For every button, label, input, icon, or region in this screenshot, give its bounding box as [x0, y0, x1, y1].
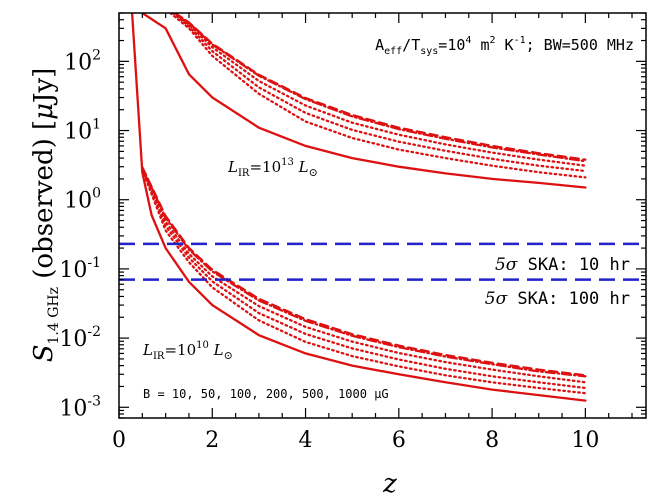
y-axis-label: S1.4 GHz (observed) [μJy]: [29, 68, 62, 363]
instrument-annotation: Aeff/Tsys=104 m2 K-1; BW=500 MHz: [375, 35, 634, 57]
x-tick-label: 4: [299, 428, 313, 453]
y-tick-label: 10-3: [59, 393, 101, 421]
series-layer: [130, 13, 587, 402]
label-lir-1e13: LIR=1013 L⊙: [227, 157, 318, 179]
ska-10hr-label: 5σ SKA: 10 hr: [495, 255, 630, 275]
series-line-1e13-1: [141, 13, 587, 189]
y-tick-label: 100: [64, 186, 101, 214]
series-line-1e10-6: [141, 166, 587, 377]
x-tick-label: 8: [485, 428, 499, 453]
axis-ticks: [118, 12, 646, 419]
series-line-1e10-3: [141, 167, 587, 390]
x-tick-label: 6: [392, 428, 406, 453]
series-line-1e13-3: [171, 13, 587, 173]
series-line-1e13-2: [169, 13, 587, 179]
x-axis-label: z: [382, 469, 397, 499]
y-tick-labels: 10-3 10-2 10-1 100 101 102: [59, 47, 101, 421]
x-tick-label: 0: [112, 428, 126, 453]
b-field-label: B = 10, 50, 100, 200, 500, 1000 μG: [143, 387, 389, 401]
label-lir-1e10: LIR=1010 L⊙: [142, 340, 233, 362]
series-line-1e10-1: [130, 13, 587, 402]
threshold-lines: [119, 242, 646, 281]
y-tick-label: 10-1: [59, 255, 101, 283]
series-line-1e13-4: [173, 13, 587, 167]
ska-100hr-label: 5σ SKA: 100 hr: [485, 289, 630, 309]
x-tick-label: 10: [571, 428, 599, 453]
plot-frame: [118, 12, 647, 419]
svg-text:S1.4 GHz (observed) [μJy]: S1.4 GHz (observed) [μJy]: [29, 68, 62, 363]
x-tick-label: 2: [205, 428, 219, 453]
series-line-1e10-2: [141, 168, 587, 395]
series-line-1e10-4: [141, 167, 587, 384]
y-tick-label: 10-2: [59, 324, 101, 352]
series-line-1e10-5: [141, 166, 587, 378]
y-tick-label: 101: [64, 117, 101, 145]
x-tick-labels: 0 2 4 6 8 10: [112, 428, 599, 453]
series-line-1e13-6: [173, 13, 587, 161]
y-tick-label: 102: [64, 47, 101, 75]
